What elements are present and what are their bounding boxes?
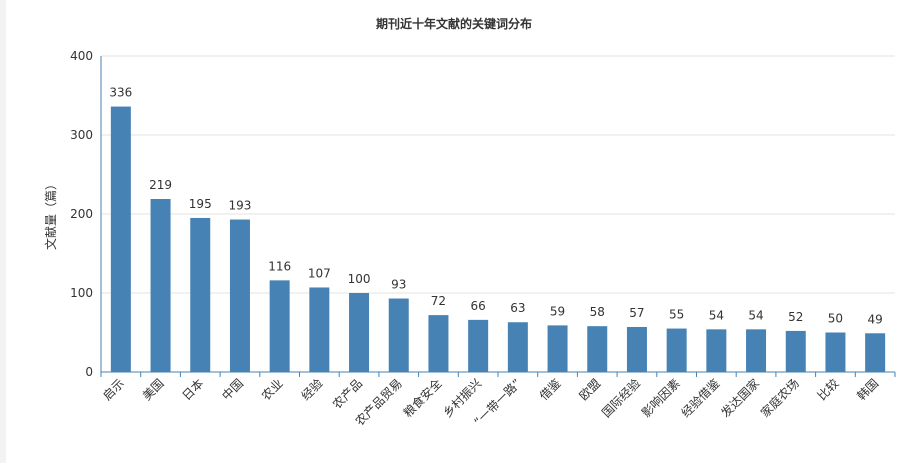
x-tick-label: 借鉴 — [537, 376, 564, 403]
data-labels: 336 219 195 193 116 107 100 93 72 66 63 59 58 57 55 54 5… — [109, 86, 882, 327]
data-label: 63 — [510, 301, 525, 315]
x-tick-label: 国际经验 — [599, 376, 644, 421]
x-tick-label: 影响因素 — [638, 376, 683, 421]
bars — [110, 106, 886, 372]
data-label: 50 — [828, 312, 843, 326]
data-label: 55 — [669, 308, 684, 322]
bar — [309, 287, 330, 372]
x-tick-label: 中国 — [218, 376, 246, 404]
data-label: 72 — [431, 294, 446, 308]
bar — [190, 217, 211, 372]
data-label: 336 — [109, 86, 132, 100]
x-tick-label: 美国 — [140, 376, 167, 403]
bar — [785, 330, 806, 372]
data-label: 66 — [471, 299, 486, 313]
x-tick-label: 经验借鉴 — [678, 376, 723, 421]
x-tick-label: 家庭农场 — [757, 376, 802, 421]
bar — [746, 329, 767, 372]
x-tick-label: 农产品 — [330, 376, 365, 411]
data-label: 195 — [189, 197, 212, 211]
bar — [428, 315, 449, 372]
data-label: 54 — [748, 308, 763, 322]
gridlines — [101, 55, 895, 294]
bar-chart: 期刊近十年文献的关键词分布 文献量（篇） 0 100 200 300 400 启示 美国 日本… — [43, 16, 896, 429]
data-label: 107 — [308, 266, 331, 280]
bar — [706, 329, 727, 372]
x-tick-label: 粮食安全 — [400, 376, 445, 421]
data-label: 54 — [709, 308, 724, 322]
data-label: 58 — [590, 305, 605, 319]
bar — [229, 219, 250, 372]
y-tick-label: 0 — [85, 365, 93, 379]
x-tick-label: 启示 — [100, 376, 127, 403]
data-label: 193 — [228, 199, 251, 213]
data-label: 100 — [348, 272, 371, 286]
bar — [587, 326, 608, 372]
bar — [349, 293, 370, 372]
bar — [507, 322, 528, 372]
chart-title: 期刊近十年文献的关键词分布 — [376, 16, 532, 31]
data-label: 219 — [149, 178, 172, 192]
bar — [547, 325, 568, 372]
bar — [626, 326, 647, 372]
x-tick-label: 比较 — [814, 376, 842, 404]
bar — [110, 106, 131, 372]
x-tick-label: 韩国 — [854, 376, 882, 404]
bar — [150, 198, 171, 372]
bar — [269, 280, 290, 372]
data-label: 52 — [788, 310, 803, 324]
data-label: 93 — [391, 278, 406, 292]
bar — [388, 298, 409, 372]
y-axis-label: 文献量（篇） — [43, 178, 58, 250]
y-tick-label: 400 — [70, 49, 93, 63]
bar — [666, 328, 687, 372]
data-label: 49 — [868, 312, 883, 326]
data-label: 59 — [550, 304, 565, 318]
bar — [468, 319, 489, 372]
chart-card: 期刊近十年文献的关键词分布 文献量（篇） 0 100 200 300 400 启示 美国 日本… — [6, 0, 910, 463]
data-label: 116 — [268, 259, 291, 273]
x-tick-label: 经验 — [298, 376, 326, 404]
data-label: 57 — [629, 306, 644, 320]
y-tick-label: 100 — [70, 286, 93, 300]
x-tick-label: 农业 — [259, 376, 286, 403]
y-tick-label: 200 — [70, 207, 93, 221]
x-tick-label: 发达国家 — [718, 376, 763, 421]
x-tick-label: 欧盟 — [576, 376, 603, 403]
x-tick-label: 日本 — [179, 376, 206, 403]
bar — [865, 333, 886, 372]
y-tick-label: 300 — [70, 128, 93, 142]
bar — [825, 332, 846, 372]
